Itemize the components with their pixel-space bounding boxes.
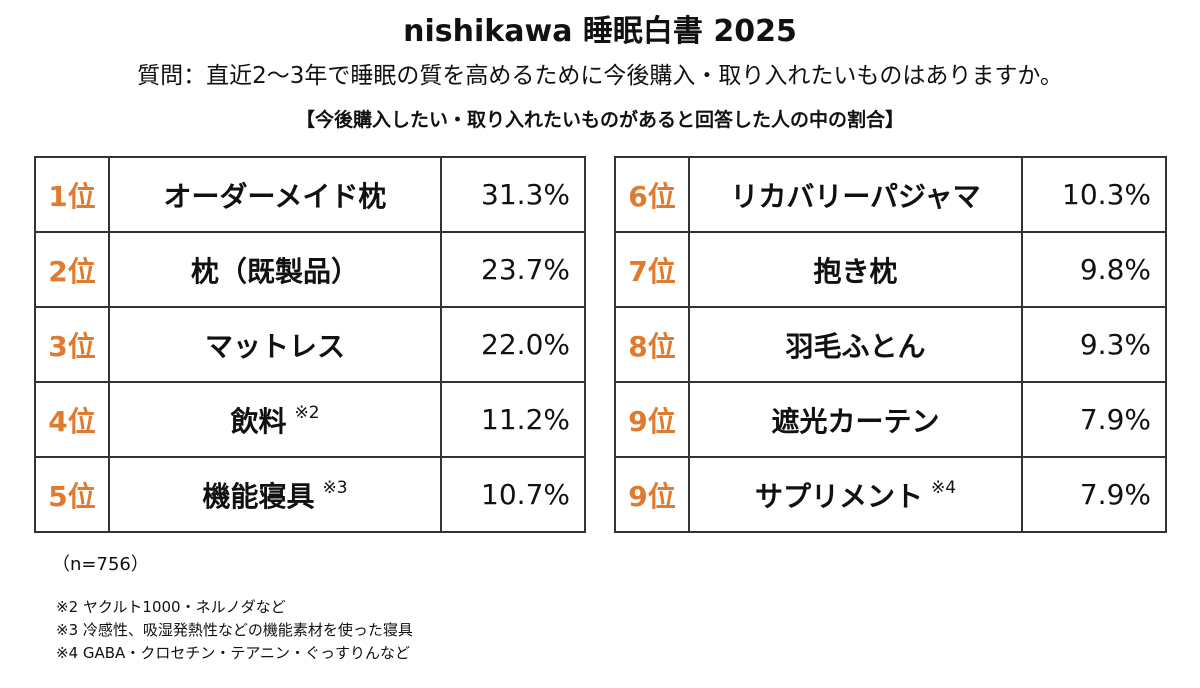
value-label: 9.8% bbox=[1021, 231, 1167, 308]
table-row: 3位 マットレス 22.0% bbox=[34, 306, 586, 383]
item-cell: オーダーメイド枕 bbox=[108, 156, 442, 233]
value-label: 9.3% bbox=[1021, 306, 1167, 383]
value-label: 7.9% bbox=[1021, 381, 1167, 458]
rank-label: 3位 bbox=[34, 306, 110, 383]
table-row: 6位 リカバリーパジャマ 10.3% bbox=[614, 156, 1167, 233]
subset-note: 【今後購入したい・取り入れたいものがあると回答した人の中の割合】 bbox=[295, 109, 904, 131]
item-name: マットレス bbox=[204, 329, 345, 363]
item-name: 機能寝具 bbox=[202, 479, 315, 513]
value-label: 23.7% bbox=[440, 231, 586, 308]
footnote-mark: ※2 bbox=[294, 402, 320, 423]
item-cell: 枕（既製品） bbox=[108, 231, 442, 308]
table-row: 1位 オーダーメイド枕 31.3% bbox=[34, 156, 586, 233]
item-cell: サプリメント ※4 bbox=[688, 456, 1023, 533]
item-cell: 抱き枕 bbox=[688, 231, 1023, 308]
value-label: 31.3% bbox=[440, 156, 586, 233]
rank-label: 9位 bbox=[614, 381, 690, 458]
rank-label: 5位 bbox=[34, 456, 110, 533]
chart-title: nishikawa 睡眠白書 2025 bbox=[403, 14, 797, 49]
survey-question: 質問：直近2〜3年で睡眠の質を高めるために今後購入・取り入れたいものはありますか… bbox=[137, 63, 1063, 89]
item-name: サプリメント bbox=[754, 479, 923, 513]
item-cell: マットレス bbox=[108, 306, 442, 383]
sample-size: （n=756） bbox=[52, 554, 149, 575]
item-name: 遮光カーテン bbox=[771, 404, 940, 438]
footnote-mark: ※3 bbox=[322, 477, 348, 498]
footnote-2: ※2 ヤクルト1000・ネルノダなど bbox=[56, 598, 286, 616]
item-name: 枕（既製品） bbox=[190, 254, 359, 288]
item-name: 飲料 bbox=[230, 404, 287, 438]
table-row: 8位 羽毛ふとん 9.3% bbox=[614, 306, 1167, 383]
ranking-table-right: 6位 リカバリーパジャマ 10.3% 7位 抱き枕 9.8% 8位 羽毛ふとん 9.3% 9位 遮光… bbox=[614, 156, 1167, 533]
item-name: 羽毛ふとん bbox=[785, 329, 926, 363]
rank-label: 2位 bbox=[34, 231, 110, 308]
ranking-table-left: 1位 オーダーメイド枕 31.3% 2位 枕（既製品） 23.7% 3位 マットレス 22.0%… bbox=[34, 156, 586, 533]
value-label: 7.9% bbox=[1021, 456, 1167, 533]
item-cell: 遮光カーテン bbox=[688, 381, 1023, 458]
table-row: 7位 抱き枕 9.8% bbox=[614, 231, 1167, 308]
rank-label: 7位 bbox=[614, 231, 690, 308]
rank-label: 4位 bbox=[34, 381, 110, 458]
item-name: オーダーメイド枕 bbox=[163, 179, 387, 213]
table-row: 9位 サプリメント ※4 7.9% bbox=[614, 456, 1167, 533]
table-row: 9位 遮光カーテン 7.9% bbox=[614, 381, 1167, 458]
table-row: 4位 飲料 ※2 11.2% bbox=[34, 381, 586, 458]
footnote-3: ※3 冷感性、吸湿発熱性などの機能素材を使った寝具 bbox=[56, 621, 413, 639]
rank-label: 1位 bbox=[34, 156, 110, 233]
table-row: 2位 枕（既製品） 23.7% bbox=[34, 231, 586, 308]
rank-label: 8位 bbox=[614, 306, 690, 383]
value-label: 10.3% bbox=[1021, 156, 1167, 233]
item-cell: 機能寝具 ※3 bbox=[108, 456, 442, 533]
footnotes: ※2 ヤクルト1000・ネルノダなど ※3 冷感性、吸湿発熱性などの機能素材を使… bbox=[56, 596, 413, 665]
item-cell: 羽毛ふとん bbox=[688, 306, 1023, 383]
item-name: リカバリーパジャマ bbox=[730, 179, 981, 213]
footnote-mark: ※4 bbox=[930, 477, 957, 498]
value-label: 22.0% bbox=[440, 306, 586, 383]
value-label: 10.7% bbox=[440, 456, 586, 533]
footnote-4: ※4 GABA・クロセチン・テアニン・ぐっすりんなど bbox=[56, 644, 411, 662]
table-row: 5位 機能寝具 ※3 10.7% bbox=[34, 456, 586, 533]
value-label: 11.2% bbox=[440, 381, 586, 458]
rank-label: 9位 bbox=[614, 456, 690, 533]
item-cell: リカバリーパジャマ bbox=[688, 156, 1023, 233]
item-cell: 飲料 ※2 bbox=[108, 381, 442, 458]
rank-label: 6位 bbox=[614, 156, 690, 233]
item-name: 抱き枕 bbox=[813, 254, 898, 288]
